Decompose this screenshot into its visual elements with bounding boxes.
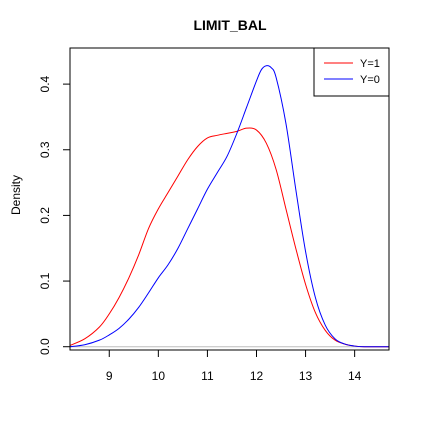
plot-frame xyxy=(69,47,390,351)
series-line-y1 xyxy=(69,127,390,348)
series-lines xyxy=(69,65,390,348)
x-tick-label: 12 xyxy=(250,369,264,383)
x-tick-label: 14 xyxy=(348,369,362,383)
y-tick-label: 0.0 xyxy=(38,338,52,355)
x-tick-label: 13 xyxy=(299,369,313,383)
x-tick-label: 11 xyxy=(201,369,214,383)
legend-label-y0: Y=0 xyxy=(360,74,380,86)
legend: Y=1 Y=0 xyxy=(313,47,390,97)
y-axis-title: Density xyxy=(9,175,23,215)
x-tick-label: 9 xyxy=(106,369,113,383)
y-tick-label: 0.1 xyxy=(38,272,52,289)
x-axis: 9 10 11 12 13 14 xyxy=(106,350,362,383)
chart-title: LIMIT_BAL xyxy=(193,17,267,33)
series-line-y0 xyxy=(69,65,390,348)
y-axis: 0.0 0.1 0.2 0.3 0.4 xyxy=(38,75,70,355)
legend-box xyxy=(313,47,390,97)
y-tick-label: 0.2 xyxy=(38,207,52,224)
x-tick-label: 10 xyxy=(152,369,166,383)
y-tick-label: 0.4 xyxy=(38,75,52,92)
legend-label-y1: Y=1 xyxy=(360,58,380,70)
y-tick-label: 0.3 xyxy=(38,141,52,158)
